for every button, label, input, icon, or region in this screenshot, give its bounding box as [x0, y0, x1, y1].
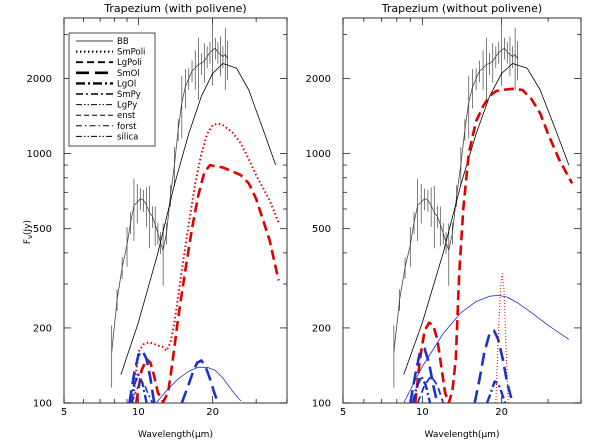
plot-area [111, 23, 280, 403]
legend-label-bb: BB [117, 37, 129, 47]
series-enst [416, 375, 445, 403]
series-smol [473, 329, 514, 403]
y-tick-label: 200 [312, 323, 331, 334]
x-tick-label: 10 [132, 407, 145, 418]
svg-text:Fν(Jy): Fν(Jy) [23, 220, 34, 244]
x-tick-label: 5 [61, 407, 67, 418]
series-silica [155, 366, 242, 403]
series-smpoli [131, 122, 280, 403]
x-axis-label: Wavelength(μm) [425, 430, 500, 440]
x-tick-label: 10 [416, 407, 429, 418]
legend-label-enst: enst [117, 111, 136, 121]
series-observed [393, 47, 519, 353]
panel-without-polivene: Trapezium (without polivene) 5 10 20 100 200 5… [306, 2, 582, 440]
series-forst [495, 273, 509, 403]
series-smol [128, 349, 156, 403]
y-axis-label-main: F [23, 239, 33, 244]
legend-label-smpy: SmPy [117, 90, 141, 100]
plot-area [393, 23, 574, 403]
y-tick-label: 2000 [27, 74, 52, 85]
y-tick-label: 100 [312, 399, 331, 410]
y-tick-label: 1000 [306, 149, 331, 160]
series-lgol [180, 359, 220, 403]
y-tick-label: 2000 [306, 74, 331, 85]
chart-title: Trapezium (without polivene) [381, 2, 542, 15]
y-tick-label: 500 [33, 224, 52, 235]
series-bb [120, 63, 277, 375]
legend-label-lgpy: LgPy [117, 101, 137, 111]
panel-with-polivene: Trapezium (with polivene) 5 10 20 100 200 500 1… [27, 2, 288, 440]
legend-label-lgol: LgOl [117, 79, 136, 89]
series-lgpy [485, 380, 507, 403]
plot-frame [63, 17, 288, 404]
legend: BBSmPoliLgPoliSmOlLgOlSmPyLgPyenstforsts… [68, 32, 156, 147]
series-lgol [409, 347, 439, 403]
y-tick-label: 1000 [27, 149, 52, 160]
y-tick-label: 200 [33, 323, 52, 334]
legend-label-lgpoli: LgPoli [117, 58, 142, 68]
x-tick-label: 20 [206, 407, 219, 418]
chart-title: Trapezium (with polivene) [103, 2, 246, 15]
series-lgpy [130, 380, 154, 403]
legend-label-forst: forst [117, 122, 137, 132]
x-tick-label: 5 [340, 407, 346, 418]
series-silica [403, 294, 570, 403]
plot-frame [342, 17, 582, 404]
legend-label-smol: SmOl [117, 69, 140, 79]
y-tick-label: 500 [312, 224, 331, 235]
series-total-fit [414, 87, 574, 403]
series-lgpoli [134, 163, 280, 403]
legend-label-silica: silica [117, 132, 138, 142]
series-bb [403, 63, 570, 375]
y-axis-label: Fν(Jy) [23, 220, 34, 244]
y-axis-label-sub: ν [26, 235, 34, 239]
legend-label-smpoli: SmPoli [117, 48, 145, 58]
y-axis-label-unit: (Jy) [23, 220, 33, 235]
x-tick-label: 20 [495, 407, 508, 418]
x-axis-label: Wavelength(μm) [138, 430, 213, 440]
y-tick-label: 100 [33, 399, 52, 410]
series-smpy [129, 373, 148, 403]
